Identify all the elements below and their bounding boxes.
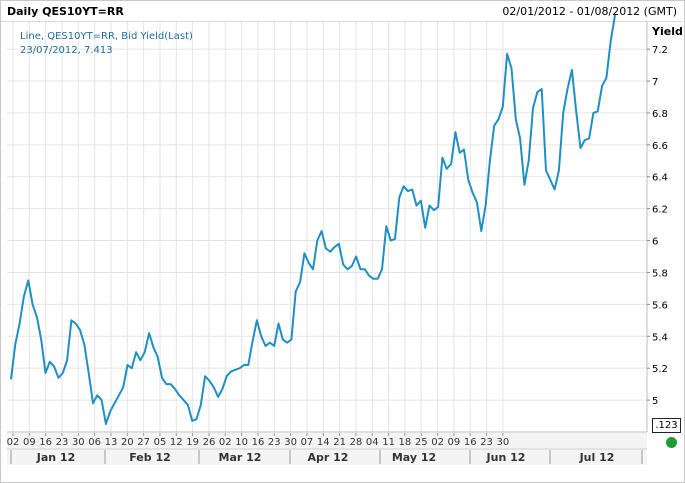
grid [7,22,647,432]
y-tick-label: 5.4 [652,332,668,343]
x-tick-label: 10 [235,437,248,448]
x-tick-label: 23 [56,437,69,448]
y-axis-label: Yield [652,25,683,38]
x-tick-label: 13 [105,437,118,448]
y-tick-label: 7.2 [652,45,668,56]
month-label: Jan 12 [36,451,75,464]
x-tick-label: 28 [350,437,363,448]
y-tick-label: 6.8 [652,109,668,120]
y-tick-label: 5 [652,396,658,407]
x-tick-label: 02 [219,437,232,448]
legend: Line, QES10YT=RR, Bid Yield(Last) 23/07/… [20,30,193,58]
x-tick-label: 14 [317,437,330,448]
x-tick-label: 21 [333,437,346,448]
month-label: Apr 12 [308,451,349,464]
legend-last-point: 23/07/2012, 7.413 [20,44,193,58]
y-tick-label: 6.6 [652,141,668,152]
series-line-QES10YT [11,15,615,424]
y-tick-label: 6.4 [652,173,668,184]
plot-area [7,22,647,432]
y-tick-label: 7 [652,77,658,88]
x-tick-label: 26 [203,437,216,448]
x-tick-label: 09 [23,437,36,448]
x-tick-label: 25 [415,437,428,448]
x-tick-label: 16 [39,437,52,448]
series [11,15,615,424]
x-tick-label: 16 [464,437,477,448]
y-tick-label: 5.8 [652,268,668,279]
x-tick-label: 27 [137,437,150,448]
y-tick-label: 5.2 [652,364,668,375]
month-label: Mar 12 [219,451,262,464]
x-tick-label: 05 [154,437,167,448]
x-tick-label: 12 [170,437,183,448]
x-tick-label: 16 [252,437,265,448]
x-tick-label: 06 [88,437,101,448]
x-tick-label: 02 [7,437,20,448]
month-label: May 12 [392,451,436,464]
x-tick-label: 07 [301,437,314,448]
x-tick-label: 20 [121,437,134,448]
x-tick-label: 02 [431,437,444,448]
y-axis: 5 5.2 5.4 5.6 5.8 6 6.2 6.4 6.6 6.8 7 7.2 [647,45,668,407]
x-axis: 02 09 16 23 30 06 13 20 27 05 12 19 26 02 10 16 23 30 07 14… [7,433,647,465]
y-tick-label: 6.2 [652,205,668,216]
x-tick-label: 23 [268,437,281,448]
month-label: Feb 12 [129,451,171,464]
month-label: Jun 12 [486,451,526,464]
month-label: Jul 12 [579,451,615,464]
legend-series-label: Line, QES10YT=RR, Bid Yield(Last) [20,30,193,44]
x-tick-label: 30 [497,437,510,448]
x-tick-label: 09 [448,437,461,448]
y-tick-label: 6 [652,237,658,248]
x-tick-label: 11 [382,437,395,448]
number-format-button[interactable]: .123 [652,418,681,433]
x-tick-label: 23 [480,437,493,448]
x-tick-label: 19 [186,437,199,448]
x-tick-label: 04 [366,437,379,448]
y-tick-label: 5.6 [652,300,668,311]
x-tick-label: 30 [284,437,297,448]
x-tick-label: 30 [72,437,85,448]
status-indicator-icon [666,437,677,448]
x-tick-label: 18 [399,437,412,448]
